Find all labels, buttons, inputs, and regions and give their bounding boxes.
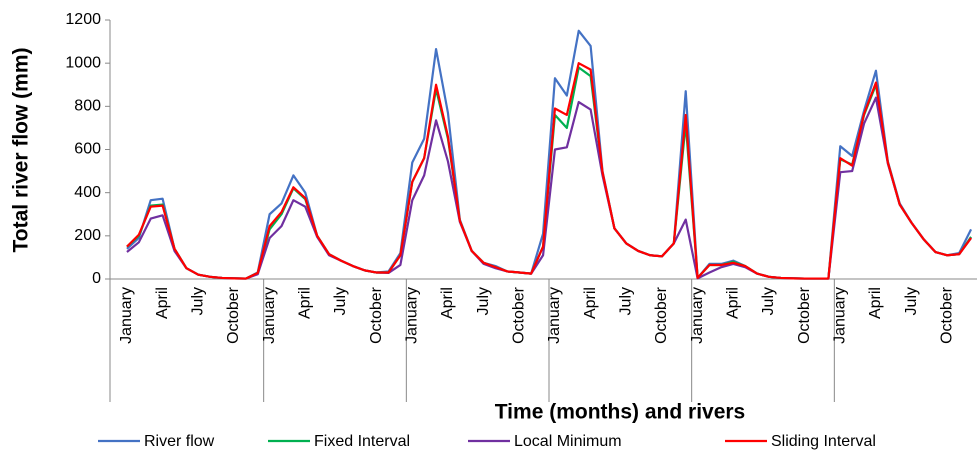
x-tick-label: July (617, 287, 634, 315)
series-line (126, 62, 972, 280)
x-tick-label: July (189, 287, 206, 315)
x-tick-label: January (831, 287, 848, 344)
y-tick-label: 200 (74, 227, 101, 244)
x-tick-label: July (332, 287, 349, 315)
x-axis-title: Time (months) and rivers (495, 401, 746, 424)
x-tick-label: October (653, 286, 670, 344)
y-tick-label: 1000 (65, 54, 101, 71)
x-tick-label: January (546, 287, 563, 344)
x-tick-label: January (403, 287, 420, 344)
y-tick-label: 800 (74, 98, 101, 115)
x-tick-label: April (582, 287, 599, 319)
x-tick-label: October (368, 286, 385, 344)
y-tick-label: 1200 (65, 11, 101, 28)
y-tick-label: 0 (92, 270, 101, 287)
x-tick-label: April (154, 287, 171, 319)
x-tick-label: July (903, 287, 920, 315)
x-tick-label: April (724, 287, 741, 319)
x-tick-label: July (760, 287, 777, 315)
x-tick-label: January (689, 287, 706, 344)
x-tick-label: January (118, 287, 135, 344)
x-tick-label: October (938, 286, 955, 344)
legend-label: River flow (144, 433, 215, 450)
x-tick-label: October (225, 286, 242, 344)
x-tick-label: April (439, 287, 456, 319)
legend-label: Local Minimum (514, 433, 622, 450)
x-tick-label: January (261, 287, 278, 344)
x-tick-label: April (867, 287, 884, 319)
legend-label: Sliding Interval (771, 433, 876, 450)
y-tick-label: 600 (74, 141, 101, 158)
x-tick-label: July (475, 287, 492, 315)
x-tick-label: October (510, 286, 527, 344)
x-tick-label: October (796, 286, 813, 344)
y-axis-title: Total river flow (mm) (10, 48, 33, 253)
series-line (126, 29, 973, 280)
legend-label: Fixed Interval (314, 433, 410, 450)
x-tick-label: April (296, 287, 313, 319)
y-tick-label: 400 (74, 184, 101, 201)
